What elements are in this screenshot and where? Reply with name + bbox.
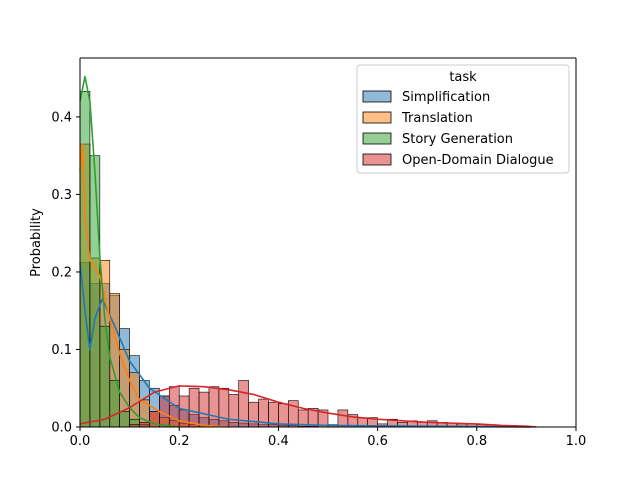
legend-swatch [362,132,392,145]
kde-line-3 [79,385,537,428]
y-tick-label: 0.1 [51,343,72,358]
x-tick-label: 1.0 [566,434,587,449]
x-tick-label: 0.2 [169,434,190,449]
histogram-bar [248,401,259,428]
ticks: 0.0 0.2 0.4 0.6 0.8 1.0 0.0 0.1 0.2 0.3 0.4 [51,110,586,449]
legend: task Simplification Translation Story Gener… [356,64,570,174]
x-tick-label: 0.8 [466,434,487,449]
legend-label: Story Generation [402,132,513,147]
kde-line-1 [79,143,229,428]
histogram-bar [337,409,349,428]
legend-item: Open-Domain Dialogue [362,153,554,168]
y-axis-label: Probability [29,208,44,277]
kde-curves [79,75,537,428]
histogram-bar [119,411,130,428]
kde-line-2 [79,75,180,428]
y-tick-label: 0.3 [51,188,72,203]
y-tick-label: 0.4 [51,110,72,125]
legend-swatch [362,111,392,124]
histogram-bar [228,394,240,428]
legend-label: Translation [401,111,473,126]
legend-title: task [449,70,477,85]
legend-label: Open-Domain Dialogue [402,153,554,168]
histogram-bar [79,91,91,428]
legend-swatch [362,90,392,103]
x-tick-label: 0.0 [70,434,91,449]
kde-line-0 [79,262,532,428]
y-tick-label: 0.2 [51,265,72,280]
x-tick-label: 0.4 [268,434,289,449]
legend-box [356,64,570,174]
legend-swatch [362,153,392,166]
axes [79,57,577,428]
histogram-bar [129,372,140,428]
histogram-bar [208,386,220,428]
y-tick-label: 0.0 [51,421,72,436]
legend-item: Story Generation [362,132,513,147]
histogram-bar [198,391,210,428]
legend-item: Simplification [362,90,490,105]
x-tick-label: 0.6 [367,434,388,449]
histogram-bar [218,387,230,428]
histogram-bar [139,422,150,428]
histogram-bar [188,387,200,428]
legend-label: Simplification [402,90,490,105]
histogram-bar [89,155,101,428]
legend-item: Translation [362,111,473,126]
